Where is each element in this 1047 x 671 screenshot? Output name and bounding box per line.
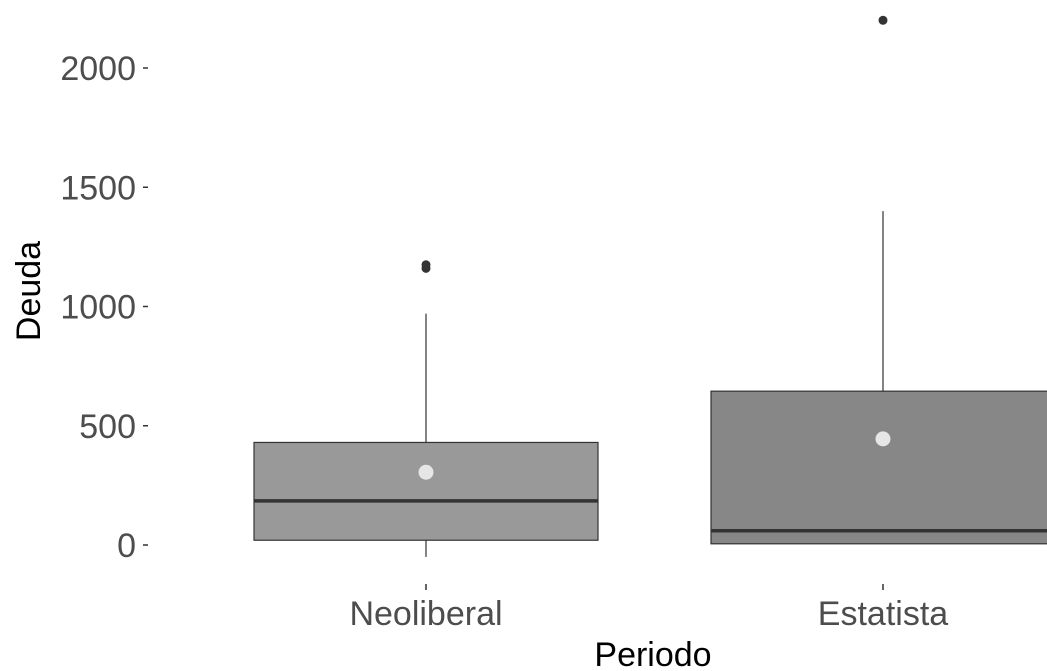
mean-point: [875, 431, 891, 447]
y-axis: 0 500 1000 1500 2000: [60, 50, 148, 565]
box-iqr: [253, 441, 599, 541]
y-tick-label: 2000: [60, 50, 136, 88]
x-tick-label: Neoliberal: [349, 595, 502, 633]
y-tick-label: 1000: [60, 289, 136, 327]
x-axis: Neoliberal Estatista: [349, 584, 948, 633]
box-neoliberal: [253, 260, 599, 557]
x-tick-label: Estatista: [818, 595, 948, 633]
box-estatista: [710, 15, 1047, 545]
plot-panel: [253, 15, 1047, 557]
y-axis-title: Deuda: [10, 241, 48, 341]
box-iqr: [710, 390, 1047, 545]
outlier-point: [421, 260, 431, 270]
x-axis-title: Periodo: [594, 636, 711, 671]
y-tick-label: 0: [117, 527, 136, 565]
y-tick-label: 500: [79, 408, 136, 446]
mean-point: [418, 464, 434, 480]
y-tick-label: 1500: [60, 169, 136, 207]
outlier-point: [878, 15, 888, 25]
